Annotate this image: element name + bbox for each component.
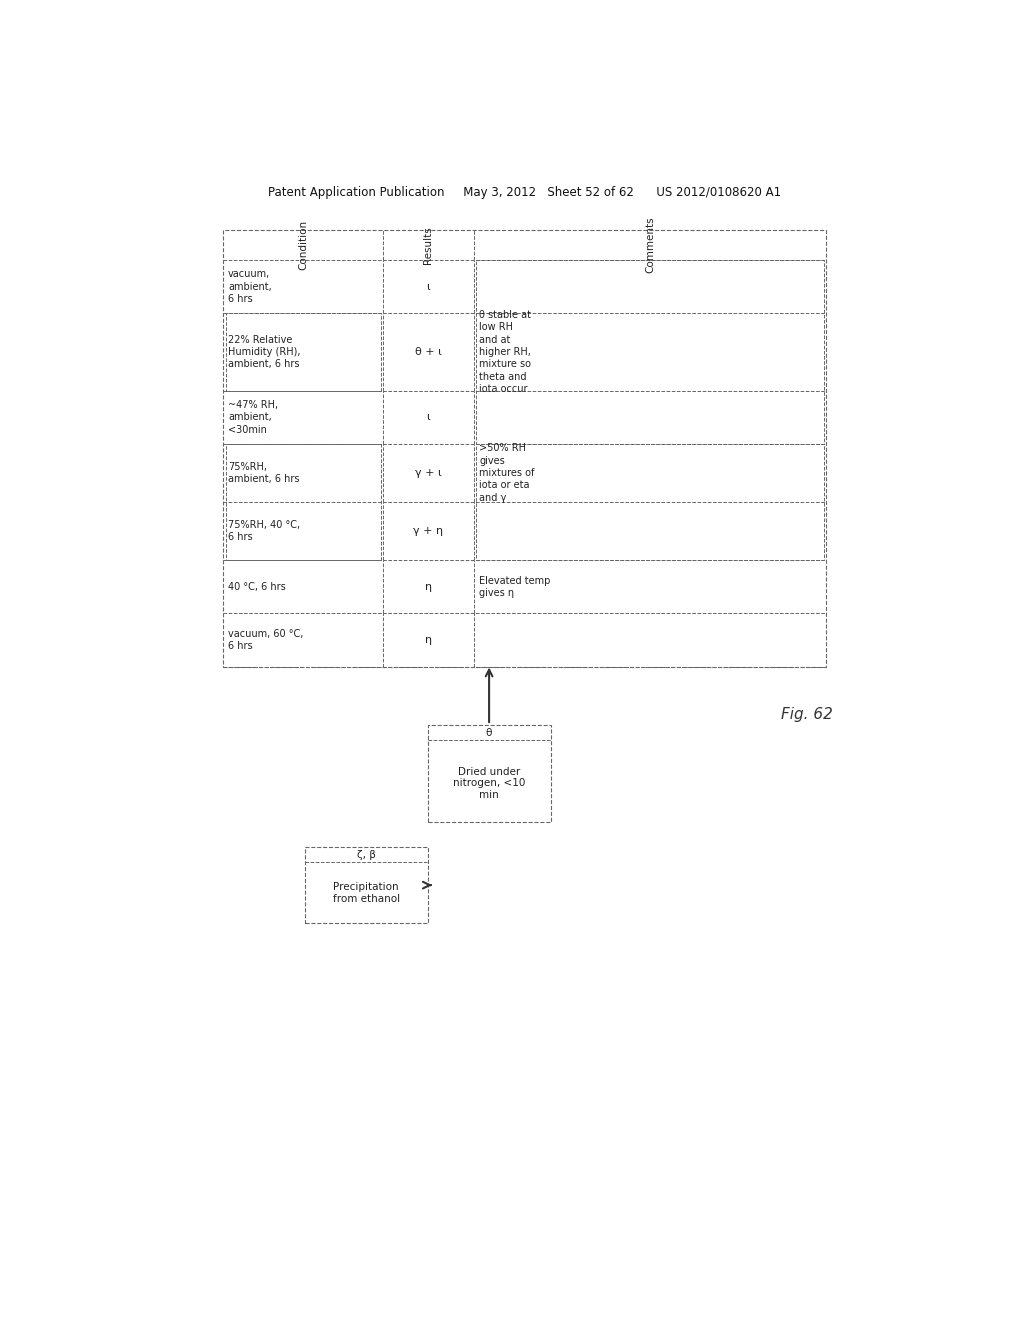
Text: ζ, β: ζ, β bbox=[356, 850, 376, 859]
Text: Results: Results bbox=[423, 226, 433, 264]
Text: 75%RH, 40 °C,
6 hrs: 75%RH, 40 °C, 6 hrs bbox=[228, 520, 300, 543]
Text: Patent Application Publication     May 3, 2012   Sheet 52 of 62      US 2012/010: Patent Application Publication May 3, 20… bbox=[268, 186, 781, 199]
Text: γ + ι: γ + ι bbox=[415, 469, 441, 478]
Text: Comments: Comments bbox=[645, 216, 655, 273]
Text: ι: ι bbox=[426, 412, 430, 422]
Text: ~47% RH,
ambient,
<30min: ~47% RH, ambient, <30min bbox=[228, 400, 279, 434]
Text: Condition: Condition bbox=[298, 219, 308, 269]
Text: 40 °C, 6 hrs: 40 °C, 6 hrs bbox=[228, 582, 286, 591]
Text: Precipitation
from ethanol: Precipitation from ethanol bbox=[333, 883, 399, 904]
Text: Elevated temp
gives η: Elevated temp gives η bbox=[479, 576, 551, 598]
Text: vacuum,
ambient,
6 hrs: vacuum, ambient, 6 hrs bbox=[228, 269, 271, 304]
Text: 22% Relative
Humidity (RH),
ambient, 6 hrs: 22% Relative Humidity (RH), ambient, 6 h… bbox=[228, 334, 300, 370]
Text: θ stable at
low RH
and at
higher RH,
mixture so
theta and
iota occur: θ stable at low RH and at higher RH, mix… bbox=[479, 310, 531, 395]
Text: Fig. 62: Fig. 62 bbox=[780, 708, 833, 722]
Text: γ + η: γ + η bbox=[414, 527, 443, 536]
Text: >50% RH
gives
mixtures of
iota or eta
and γ: >50% RH gives mixtures of iota or eta an… bbox=[479, 444, 535, 503]
Text: ι: ι bbox=[426, 281, 430, 292]
Text: 75%RH,
ambient, 6 hrs: 75%RH, ambient, 6 hrs bbox=[228, 462, 299, 484]
Text: θ: θ bbox=[485, 727, 493, 738]
Text: Dried under
nitrogen, <10
min: Dried under nitrogen, <10 min bbox=[453, 767, 525, 800]
Text: η: η bbox=[425, 635, 432, 645]
Text: η: η bbox=[425, 582, 432, 591]
Text: θ + ι: θ + ι bbox=[415, 347, 441, 356]
Text: vacuum, 60 °C,
6 hrs: vacuum, 60 °C, 6 hrs bbox=[228, 628, 303, 651]
